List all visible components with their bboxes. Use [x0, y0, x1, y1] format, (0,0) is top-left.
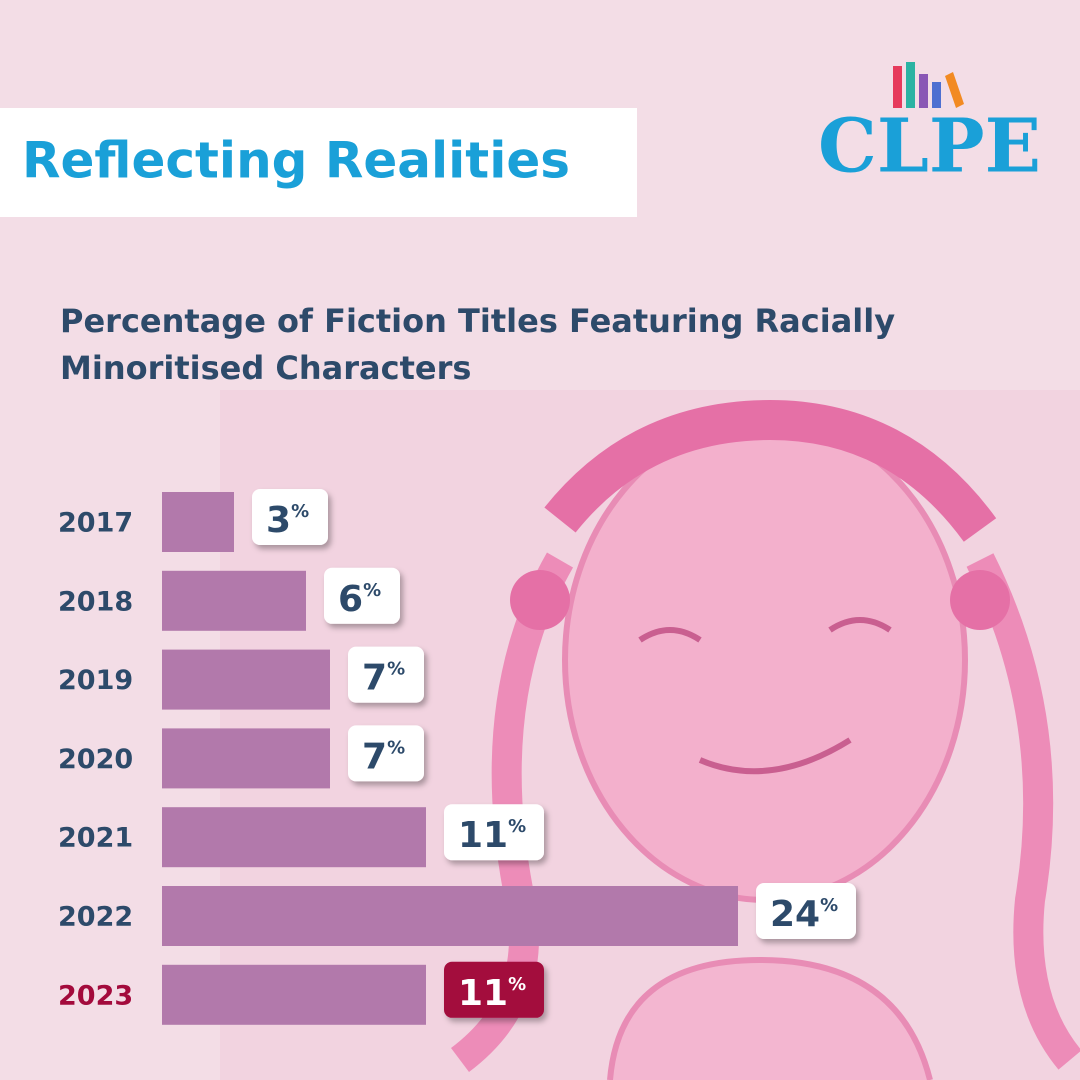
value-label-box: [252, 489, 328, 545]
value-label-box: [348, 725, 424, 782]
bar: [162, 649, 330, 710]
banner-bg: [0, 108, 637, 217]
value-label: 3%: [266, 500, 309, 541]
banner-title: Reflecting Realities: [22, 132, 570, 190]
y-tick-label: 2021: [58, 823, 133, 854]
value-label-box: [324, 567, 400, 624]
value-label: 24%: [770, 894, 838, 935]
value-label-box: [444, 961, 544, 1018]
y-tick-label: 2020: [58, 744, 133, 775]
value-label: 11%: [458, 815, 526, 856]
value-label: 7%: [362, 658, 405, 699]
logo-text: CLPE: [818, 104, 1041, 190]
logo-icon: [893, 62, 964, 108]
bar: [162, 964, 426, 1025]
bar: [162, 728, 330, 789]
bar: [162, 570, 306, 631]
bar: [162, 807, 426, 868]
y-tick-label: 2018: [58, 586, 133, 617]
value-label: 7%: [362, 736, 405, 777]
value-label-box: [444, 804, 544, 861]
value-label-box: [756, 883, 856, 939]
y-tick-label: 2017: [58, 508, 133, 539]
value-label-box: [348, 646, 424, 703]
chart-title: Percentage of Fiction Titles Featuring R…: [60, 302, 896, 387]
bar: [162, 492, 234, 552]
y-tick-label: 2023: [58, 980, 133, 1011]
y-tick-label: 2019: [58, 665, 133, 696]
value-label: 11%: [458, 973, 526, 1014]
y-tick-label: 2022: [58, 902, 133, 933]
bar: [162, 886, 738, 946]
value-label: 6%: [338, 579, 381, 620]
